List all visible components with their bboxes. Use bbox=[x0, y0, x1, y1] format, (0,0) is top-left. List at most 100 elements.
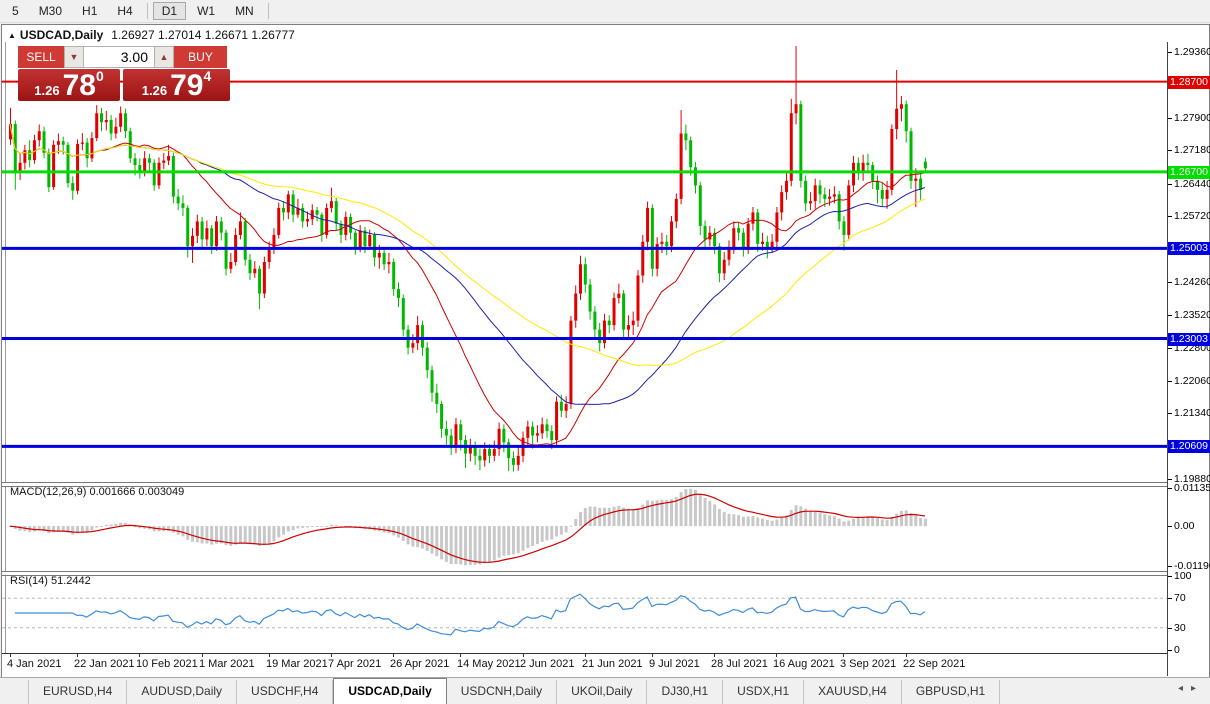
axis-tick bbox=[1168, 479, 1172, 480]
price-tick-label: 1.24260 bbox=[1174, 276, 1210, 288]
price-tick-label: 0.00 bbox=[1174, 520, 1195, 532]
level-price-tag: 1.28700 bbox=[1168, 76, 1210, 89]
spin-up-icon: ▲ bbox=[159, 52, 169, 62]
toolbar-separator bbox=[146, 3, 148, 19]
timeframe-button-d1[interactable]: D1 bbox=[152, 2, 187, 20]
lot-size-input[interactable] bbox=[84, 46, 154, 68]
date-label: 22 Sep 2021 bbox=[903, 658, 966, 670]
date-label: 28 Jul 2021 bbox=[711, 658, 768, 670]
level-price-tag: 1.26700 bbox=[1168, 166, 1210, 179]
timeframe-button-h4[interactable]: H4 bbox=[117, 4, 133, 18]
date-label: 14 May 2021 bbox=[457, 658, 521, 670]
timeframe-button-w1[interactable]: W1 bbox=[197, 4, 216, 18]
date-tick bbox=[331, 654, 332, 657]
buy-price-tile[interactable]: 1.26 79 4 bbox=[123, 69, 230, 101]
chart-window: ▲ USDCAD,Daily 1.26927 1.27014 1.26671 1.2… bbox=[1, 24, 1210, 678]
price-tick-label: 1.29360 bbox=[1174, 46, 1210, 58]
level-price-tag: 1.23003 bbox=[1168, 333, 1210, 346]
chart-symbol-label: USDCAD,Daily bbox=[19, 28, 104, 42]
price-tick-label: 1.27900 bbox=[1174, 112, 1210, 124]
chart-tab-ukoil[interactable]: UKOil,Daily bbox=[557, 680, 648, 704]
sell-price-prefix: 1.26 bbox=[34, 83, 60, 98]
date-label: 26 Apr 2021 bbox=[390, 658, 450, 670]
date-label: 21 Jun 2021 bbox=[582, 658, 643, 670]
date-label: 3 Sep 2021 bbox=[840, 658, 897, 670]
chart-tab-gbpusd[interactable]: GBPUSD,H1 bbox=[902, 680, 1001, 704]
axis-tick bbox=[1168, 216, 1172, 217]
sell-button[interactable]: SELL bbox=[18, 46, 64, 68]
date-tick bbox=[776, 654, 777, 657]
pane-separator[interactable] bbox=[2, 571, 1167, 576]
date-tick bbox=[652, 654, 653, 657]
chart-tab-usdcnh[interactable]: USDCNH,Daily bbox=[447, 680, 558, 704]
price-tick-label: -0.011904 bbox=[1174, 560, 1210, 572]
chart-tab-usdcad[interactable]: USDCAD,Daily bbox=[333, 678, 447, 704]
axis-tick bbox=[1168, 650, 1172, 651]
date-label: 16 Aug 2021 bbox=[773, 658, 835, 670]
price-tick-label: 70 bbox=[1174, 592, 1186, 604]
level-price-tag: 1.25003 bbox=[1168, 242, 1210, 255]
sell-price-tile[interactable]: 1.26 78 0 bbox=[18, 69, 120, 101]
date-tick bbox=[906, 654, 907, 657]
sell-price-big: 78 bbox=[62, 69, 96, 102]
macd-indicator-label: MACD(12,26,9) 0.001666 0.003049 bbox=[10, 486, 185, 498]
chart-tab-eurusd[interactable]: EURUSD,H4 bbox=[28, 680, 128, 704]
chart-tab-usdchf[interactable]: USDCHF,H4 bbox=[237, 680, 334, 704]
axis-tick bbox=[1168, 413, 1172, 414]
buy-button[interactable]: BUY bbox=[174, 46, 227, 68]
axis-tick bbox=[1168, 118, 1172, 119]
axis-tick bbox=[1168, 576, 1172, 577]
pane-separator[interactable] bbox=[2, 482, 1167, 487]
axis-tick bbox=[1168, 598, 1172, 599]
axis-tick bbox=[1168, 315, 1172, 316]
macd-pane[interactable] bbox=[2, 485, 1167, 571]
timeframe-toolbar: 5 M30 H1 H4 D1 W1 MN bbox=[0, 0, 1210, 23]
date-tick bbox=[77, 654, 78, 657]
tab-scroll-left-icon[interactable]: ◂ bbox=[1177, 683, 1191, 694]
timeframe-button-5[interactable]: 5 bbox=[12, 4, 19, 18]
date-tick bbox=[585, 654, 586, 657]
chart-tab-usdx[interactable]: USDX,H1 bbox=[723, 680, 805, 704]
sell-price-sup: 0 bbox=[95, 68, 104, 84]
collapse-triangle-icon[interactable]: ▲ bbox=[8, 31, 16, 40]
tab-scroll-right-icon[interactable]: ▸ bbox=[1190, 683, 1204, 694]
chart-tab-dj30[interactable]: DJ30,H1 bbox=[647, 680, 724, 704]
date-label: 2 Jun 2021 bbox=[520, 658, 575, 670]
date-tick bbox=[269, 654, 270, 657]
axis-tick bbox=[1168, 526, 1172, 527]
chart-tab-audusd[interactable]: AUDUSD,Daily bbox=[127, 680, 238, 704]
timeframe-button-h1[interactable]: H1 bbox=[82, 4, 98, 18]
date-label: 22 Jan 2021 bbox=[74, 658, 135, 670]
toolbar-separator bbox=[267, 3, 269, 19]
buy-price-sup: 4 bbox=[203, 68, 212, 84]
date-label: 10 Feb 2021 bbox=[136, 658, 198, 670]
axis-tick bbox=[1168, 348, 1172, 349]
tab-scroll-arrows: ◂▸ bbox=[1178, 683, 1204, 694]
price-tick-label: 1.23520 bbox=[1174, 309, 1210, 321]
date-tick bbox=[393, 654, 394, 657]
date-label: 7 Apr 2021 bbox=[328, 658, 382, 670]
lot-increase-button[interactable]: ▲ bbox=[154, 46, 174, 68]
date-label: 9 Jul 2021 bbox=[649, 658, 700, 670]
timeframe-button-mn[interactable]: MN bbox=[235, 4, 254, 18]
axis-tick bbox=[1168, 566, 1172, 567]
date-tick bbox=[714, 654, 715, 657]
price-tick-label: 1.22060 bbox=[1174, 375, 1210, 387]
axis-tick bbox=[1168, 628, 1172, 629]
buy-price-prefix: 1.26 bbox=[141, 83, 168, 98]
price-tick-label: 100 bbox=[1174, 570, 1192, 582]
date-tick bbox=[460, 654, 461, 657]
price-tick-label: 0 bbox=[1174, 644, 1180, 656]
rsi-pane[interactable] bbox=[2, 574, 1167, 653]
chart-tab-xauusd[interactable]: XAUUSD,H4 bbox=[804, 680, 902, 704]
price-tick-label: 30 bbox=[1174, 622, 1186, 634]
axis-tick bbox=[1168, 381, 1172, 382]
axis-tick bbox=[1168, 282, 1172, 283]
lot-decrease-button[interactable]: ▼ bbox=[64, 46, 84, 68]
main-price-pane[interactable] bbox=[2, 42, 1167, 482]
axis-tick bbox=[1168, 488, 1172, 489]
price-axis: 1.29360 1.27900 1.27180 1.26440 1.25720 1.242… bbox=[1168, 42, 1210, 676]
symbol-tab-bar: EURUSD,H4 AUDUSD,Daily USDCHF,H4 USDCAD,Dai… bbox=[0, 677, 1210, 704]
timeframe-button-m30[interactable]: M30 bbox=[38, 4, 63, 18]
